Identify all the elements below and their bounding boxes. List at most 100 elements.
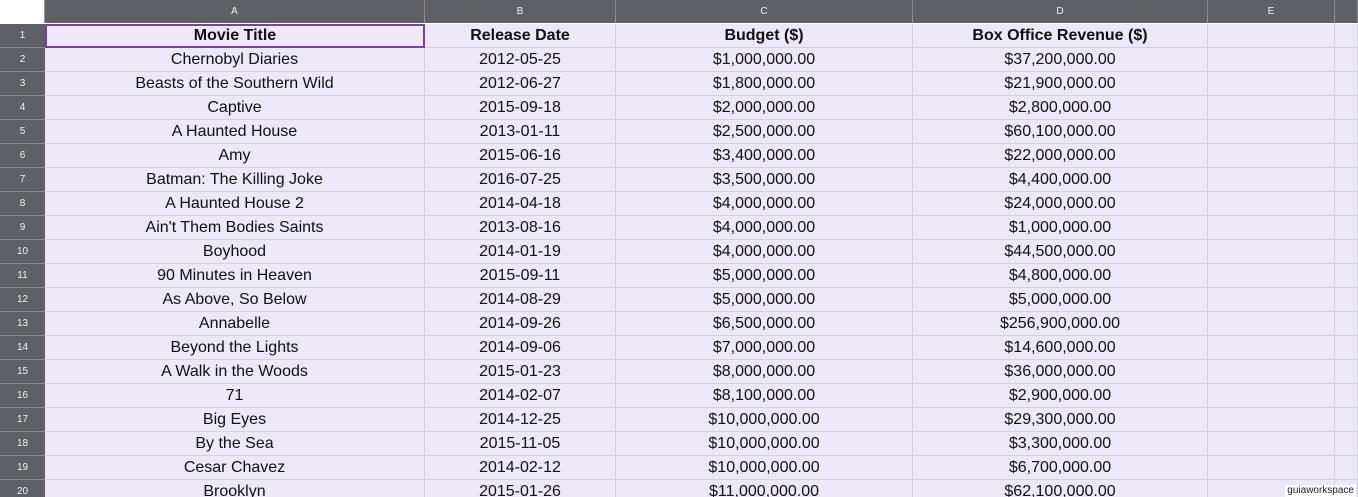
cell-movie-title[interactable]: By the Sea [45,432,425,456]
row-number[interactable]: 3 [0,72,45,96]
column-header-b[interactable]: B [425,0,616,23]
row-number[interactable]: 6 [0,144,45,168]
cell-budget[interactable]: $11,000,000.00 [616,480,913,497]
cell-movie-title[interactable]: Boyhood [45,240,425,264]
cell-box-office-revenue[interactable]: $37,200,000.00 [913,48,1208,72]
cell-box-office-revenue[interactable]: $24,000,000.00 [913,192,1208,216]
cell-empty[interactable] [1208,288,1335,312]
cell-release-date[interactable]: 2015-06-16 [425,144,616,168]
cell-box-office-revenue[interactable]: $44,500,000.00 [913,240,1208,264]
cell-empty[interactable] [1335,408,1358,432]
cell-empty[interactable] [1208,168,1335,192]
cell-budget[interactable]: $2,000,000.00 [616,96,913,120]
row-number[interactable]: 17 [0,408,45,432]
row-number[interactable]: 18 [0,432,45,456]
cell-release-date[interactable]: 2014-02-07 [425,384,616,408]
cell-box-office-revenue[interactable]: $2,800,000.00 [913,96,1208,120]
cell-budget[interactable]: $6,500,000.00 [616,312,913,336]
cell-empty[interactable] [1335,288,1358,312]
cell-budget[interactable]: $10,000,000.00 [616,432,913,456]
cell-budget[interactable]: $3,500,000.00 [616,168,913,192]
cell-empty[interactable] [1335,360,1358,384]
cell-empty[interactable] [1208,432,1335,456]
cell-movie-title[interactable]: A Haunted House 2 [45,192,425,216]
cell-box-office-revenue[interactable]: $5,000,000.00 [913,288,1208,312]
cell-empty[interactable] [1335,192,1358,216]
cell-empty[interactable] [1335,144,1358,168]
cell-budget[interactable]: $1,800,000.00 [616,72,913,96]
cell-budget[interactable]: $10,000,000.00 [616,408,913,432]
cell-empty[interactable] [1335,264,1358,288]
cell-movie-title[interactable]: Batman: The Killing Joke [45,168,425,192]
cell-movie-title[interactable]: Amy [45,144,425,168]
cell-empty[interactable] [1335,432,1358,456]
column-header-f[interactable] [1335,0,1358,23]
column-header-d[interactable]: D [913,0,1208,23]
cell-empty[interactable] [1208,24,1335,48]
cell-budget[interactable]: $2,500,000.00 [616,120,913,144]
row-number[interactable]: 19 [0,456,45,480]
cell-box-office-revenue[interactable]: $29,300,000.00 [913,408,1208,432]
cell-movie-title[interactable]: Captive [45,96,425,120]
cell-movie-title[interactable]: Beasts of the Southern Wild [45,72,425,96]
row-number[interactable]: 13 [0,312,45,336]
select-all-corner[interactable] [0,0,45,23]
cell-empty[interactable] [1335,48,1358,72]
row-number[interactable]: 5 [0,120,45,144]
row-number[interactable]: 8 [0,192,45,216]
cell-box-office-revenue[interactable]: $36,000,000.00 [913,360,1208,384]
cell-release-date[interactable]: 2014-01-19 [425,240,616,264]
cell-movie-title[interactable]: Cesar Chavez [45,456,425,480]
cell-box-office-revenue[interactable]: $2,900,000.00 [913,384,1208,408]
cell-empty[interactable] [1335,72,1358,96]
cell-empty[interactable] [1335,240,1358,264]
cell-movie-title[interactable]: Brooklyn [45,480,425,497]
row-number[interactable]: 10 [0,240,45,264]
cell-release-date[interactable]: 2015-11-05 [425,432,616,456]
cell-box-office-revenue[interactable]: $6,700,000.00 [913,456,1208,480]
cell-box-office-revenue[interactable]: $4,400,000.00 [913,168,1208,192]
cell-release-date[interactable]: 2016-07-25 [425,168,616,192]
cell-release-date[interactable]: 2014-02-12 [425,456,616,480]
cell-release-date[interactable]: 2014-08-29 [425,288,616,312]
row-number[interactable]: 16 [0,384,45,408]
cell-budget[interactable]: $5,000,000.00 [616,264,913,288]
cell-empty[interactable] [1335,312,1358,336]
cell-empty[interactable] [1208,384,1335,408]
cell-movie-title[interactable]: Beyond the Lights [45,336,425,360]
cell-empty[interactable] [1208,336,1335,360]
cell-budget[interactable]: $1,000,000.00 [616,48,913,72]
cell-release-date[interactable]: 2015-01-26 [425,480,616,497]
cell-box-office-revenue[interactable]: $256,900,000.00 [913,312,1208,336]
cell-release-date[interactable]: 2013-01-11 [425,120,616,144]
cell-release-date[interactable]: 2014-09-06 [425,336,616,360]
row-number[interactable]: 7 [0,168,45,192]
cell-box-office-revenue[interactable]: $21,900,000.00 [913,72,1208,96]
cell-empty[interactable] [1208,144,1335,168]
row-number[interactable]: 1 [0,24,45,48]
row-number[interactable]: 2 [0,48,45,72]
cell-empty[interactable] [1208,72,1335,96]
cell-empty[interactable] [1208,96,1335,120]
cell-movie-title[interactable]: A Haunted House [45,120,425,144]
cell-release-date[interactable]: 2014-09-26 [425,312,616,336]
cell-budget[interactable]: $8,100,000.00 [616,384,913,408]
cell-budget[interactable]: $5,000,000.00 [616,288,913,312]
cell-header-release-date[interactable]: Release Date [425,24,616,48]
cell-budget[interactable]: $8,000,000.00 [616,360,913,384]
column-header-c[interactable]: C [616,0,913,23]
cell-empty[interactable] [1208,456,1335,480]
row-number[interactable]: 14 [0,336,45,360]
cell-empty[interactable] [1208,240,1335,264]
cell-empty[interactable] [1208,408,1335,432]
cell-box-office-revenue[interactable]: $60,100,000.00 [913,120,1208,144]
cell-box-office-revenue[interactable]: $62,100,000.00 [913,480,1208,497]
cell-movie-title[interactable]: 90 Minutes in Heaven [45,264,425,288]
cell-release-date[interactable]: 2012-06-27 [425,72,616,96]
cell-box-office-revenue[interactable]: $4,800,000.00 [913,264,1208,288]
cell-budget[interactable]: $3,400,000.00 [616,144,913,168]
cell-release-date[interactable]: 2015-01-23 [425,360,616,384]
row-number[interactable]: 9 [0,216,45,240]
cell-release-date[interactable]: 2014-04-18 [425,192,616,216]
row-number[interactable]: 12 [0,288,45,312]
